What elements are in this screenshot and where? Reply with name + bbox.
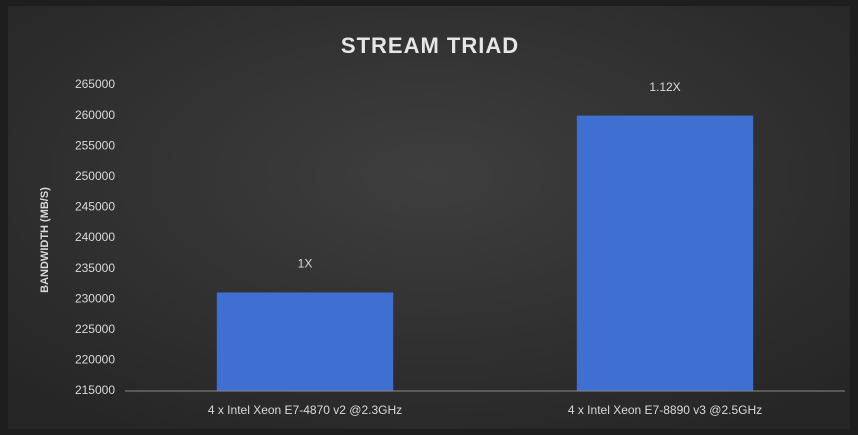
y-tick-label: 250000: [75, 169, 115, 183]
bar: [216, 292, 394, 391]
bar: [576, 115, 754, 391]
x-tick-label: 4 x Intel Xeon E7-4870 v2 @2.3GHz: [208, 403, 402, 417]
y-axis-label: BANDWIDTH (MB/S): [39, 187, 51, 293]
y-tick-label: 230000: [75, 291, 115, 305]
annotation: 1.12X: [649, 80, 680, 94]
y-tick-label: 265000: [75, 77, 115, 91]
y-tick-label: 245000: [75, 200, 115, 214]
chart-title: STREAM TRIAD: [341, 33, 519, 58]
y-tick-label: 220000: [75, 353, 115, 367]
y-tick-label: 255000: [75, 138, 115, 152]
x-tick-label: 4 x Intel Xeon E7-8890 v3 @2.5GHz: [568, 403, 762, 417]
y-tick-label: 240000: [75, 230, 115, 244]
annotation: 1X: [298, 257, 313, 271]
y-tick-label: 260000: [75, 108, 115, 122]
y-tick-label: 235000: [75, 261, 115, 275]
y-tick-label: 225000: [75, 322, 115, 336]
y-tick-label: 215000: [75, 383, 115, 397]
